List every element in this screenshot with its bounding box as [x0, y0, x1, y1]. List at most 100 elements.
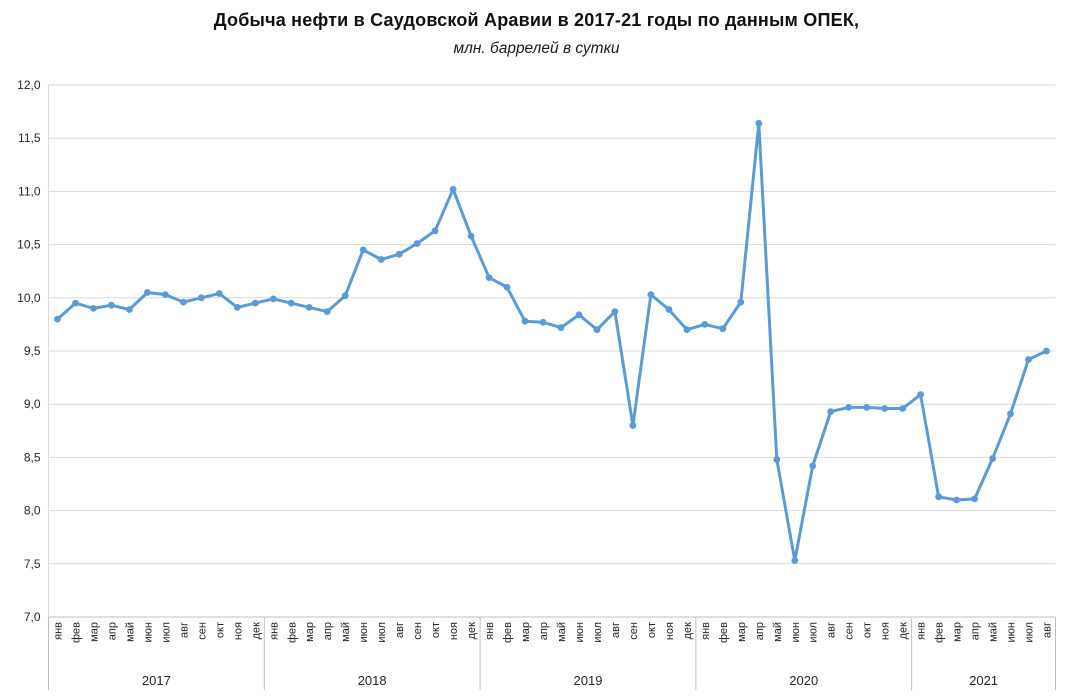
- x-axis-month-label: окт: [646, 622, 658, 638]
- x-axis-month-label: янв: [484, 622, 496, 640]
- data-point: [197, 294, 205, 302]
- x-axis-month-label: фев: [718, 622, 730, 643]
- data-point: [719, 325, 727, 333]
- data-point: [413, 240, 421, 247]
- x-axis-month-label: фев: [502, 622, 514, 643]
- x-axis-month-label: авг: [394, 622, 406, 638]
- x-axis-month-label: июл: [1024, 622, 1036, 643]
- x-axis-month-label: фев: [70, 622, 82, 643]
- y-axis-tick-label: 7,5: [24, 557, 41, 571]
- x-axis-month-label: ноя: [880, 622, 892, 640]
- data-point: [251, 299, 259, 307]
- x-axis-year-label: 2018: [358, 673, 387, 688]
- x-axis-month-label: авг: [178, 622, 190, 638]
- y-axis-tick-label: 12,0: [17, 78, 41, 92]
- data-point: [162, 291, 169, 298]
- x-axis-month-label: дек: [466, 622, 478, 640]
- data-point: [1007, 410, 1014, 418]
- data-point: [611, 308, 619, 315]
- production-line-series: [56, 121, 1048, 563]
- x-axis-month-label: мар: [736, 622, 748, 642]
- data-point: [845, 404, 853, 411]
- x-axis-month-label: июл: [592, 622, 604, 643]
- data-point: [539, 318, 547, 326]
- x-axis-month-label: июн: [358, 622, 370, 642]
- y-axis-tick-label: 11,0: [18, 184, 41, 198]
- data-point: [827, 408, 835, 415]
- data-point: [1025, 356, 1032, 363]
- x-axis-month-label: окт: [430, 622, 442, 638]
- y-axis-tick-label: 10,0: [17, 291, 41, 305]
- x-axis-month-label: сен: [844, 622, 856, 640]
- data-point: [359, 246, 367, 254]
- data-point: [215, 290, 223, 297]
- x-axis-month-label: янв: [268, 622, 280, 640]
- x-axis-month-label: май: [340, 622, 352, 642]
- data-point: [431, 227, 439, 235]
- data-point: [665, 306, 673, 313]
- x-axis-month-label: фев: [934, 622, 946, 643]
- data-point: [449, 185, 457, 193]
- y-axis-tick-label: 11,5: [18, 131, 41, 145]
- data-point: [521, 317, 529, 325]
- x-axis-month-label: сен: [196, 622, 208, 640]
- data-point: [180, 298, 187, 306]
- data-point: [90, 305, 97, 312]
- chart-subtitle: млн. баррелей в сутки: [453, 40, 620, 57]
- x-axis-month-label: сен: [412, 622, 424, 640]
- data-point: [701, 321, 709, 328]
- x-axis-year-label: 2019: [574, 673, 603, 688]
- data-point: [395, 250, 403, 258]
- x-axis-month-label: мар: [520, 622, 532, 642]
- data-point: [557, 324, 565, 331]
- data-point: [54, 315, 61, 323]
- x-axis-month-label: фев: [286, 622, 298, 643]
- x-axis-month-label: апр: [754, 622, 766, 640]
- data-point: [899, 405, 907, 412]
- y-axis-tick-label: 9,0: [24, 397, 41, 411]
- x-axis-month-label: ноя: [232, 622, 244, 640]
- x-axis-month-label: апр: [538, 622, 550, 640]
- x-axis-month-label: сен: [628, 622, 640, 640]
- data-point: [989, 455, 996, 462]
- data-point: [953, 496, 960, 504]
- x-axis-month-label: янв: [916, 622, 928, 640]
- x-axis-month-label: ноя: [664, 622, 676, 640]
- x-axis-month-label: июн: [142, 622, 154, 642]
- data-point: [287, 299, 295, 307]
- data-point: [809, 462, 817, 470]
- data-point: [503, 283, 511, 291]
- data-point: [108, 301, 115, 309]
- data-point: [269, 295, 277, 303]
- x-axis-month-label: июн: [1006, 622, 1018, 642]
- data-point: [72, 299, 79, 307]
- data-point: [917, 391, 924, 398]
- data-point: [323, 308, 331, 315]
- y-axis-tick-label: 8,0: [24, 504, 41, 518]
- x-axis-month-label: май: [988, 622, 1000, 642]
- x-axis-month-label: дек: [250, 622, 262, 640]
- y-axis-tick-label: 10,5: [17, 238, 41, 252]
- x-axis-month-label: авг: [610, 622, 622, 638]
- x-axis-month-label: апр: [970, 622, 982, 640]
- x-axis-month-label: июл: [376, 622, 388, 643]
- x-axis-month-label: мар: [88, 622, 100, 642]
- x-axis-month-label: авг: [1042, 622, 1054, 638]
- x-axis-month-label: июл: [160, 622, 172, 643]
- x-axis-year-label: 2017: [142, 673, 171, 688]
- data-point: [305, 304, 313, 311]
- x-axis-month-label: апр: [322, 622, 334, 640]
- data-point: [125, 306, 133, 313]
- x-axis-month-label: июн: [790, 622, 802, 642]
- y-axis-tick-label: 8,5: [24, 450, 41, 464]
- data-point: [341, 292, 349, 300]
- data-point: [773, 456, 781, 463]
- x-axis-month-label: мар: [952, 622, 964, 642]
- data-point: [485, 274, 493, 281]
- x-axis-year-label: 2020: [789, 673, 818, 688]
- data-point: [791, 557, 799, 564]
- x-axis-month-label: май: [556, 622, 568, 642]
- data-point: [575, 311, 583, 319]
